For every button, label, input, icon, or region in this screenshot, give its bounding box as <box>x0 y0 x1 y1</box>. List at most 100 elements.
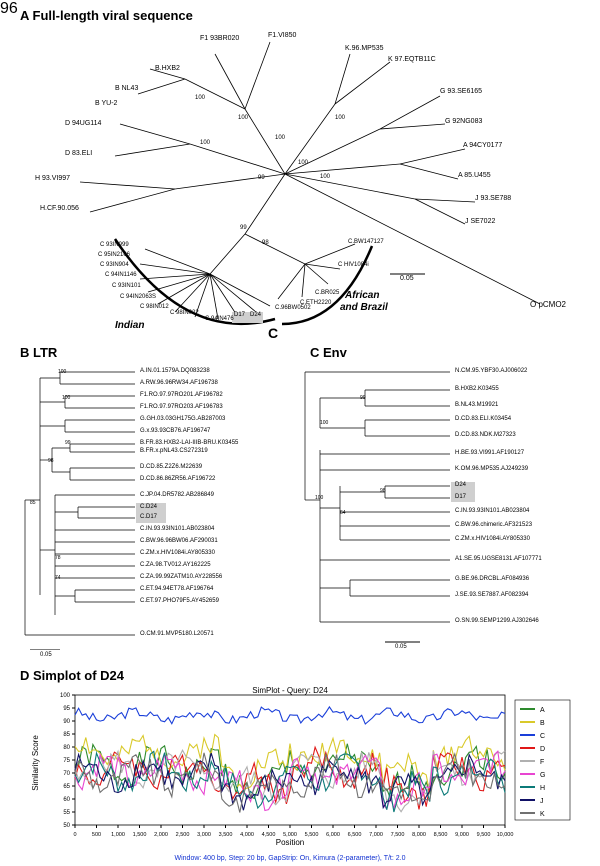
svg-text:6,500: 6,500 <box>348 832 362 838</box>
tip-label: B.HXB2 <box>155 65 180 72</box>
bootstrap: 78 <box>55 555 61 561</box>
bootstrap: 100 <box>195 95 205 101</box>
svg-text:9,000: 9,000 <box>455 832 469 838</box>
xlabel: Position <box>276 838 304 847</box>
bootstrap: 100 <box>58 369 66 375</box>
simplot: SimPlot - Query: D24 5055606570758085909… <box>20 685 580 865</box>
tip-label: C 98IN012 <box>140 304 169 310</box>
tip-label: A 94CY0177 <box>463 142 502 149</box>
panel-c-taxon: A1.SE.95.UGSE8131.AF107771 <box>455 556 542 562</box>
legend-label: B <box>540 720 545 727</box>
svg-text:3,000: 3,000 <box>197 832 211 838</box>
panel-c-taxon: B.NL43.M19921 <box>455 402 498 408</box>
big-c-label: C <box>268 325 278 341</box>
tip-label: B NL43 <box>115 85 138 92</box>
panel-d-title: D Simplot of D24 <box>20 668 124 683</box>
tip-label: D 83.ELI <box>65 150 92 157</box>
bootstrap: 100 <box>335 115 345 121</box>
svg-text:1,500: 1,500 <box>133 832 147 838</box>
panel-b-taxon: C.ZA.98.TV012.AY162225 <box>140 562 211 568</box>
scale-label: 0.05 <box>40 652 52 658</box>
legend-label: D <box>540 746 545 753</box>
tip-label: J SE7022 <box>465 218 495 225</box>
panel-c-taxon: C.BW.96.chimeric.AF321523 <box>455 522 532 528</box>
panel-c-taxon: K.OM.96.MP535.AJ249239 <box>455 466 528 472</box>
svg-text:65: 65 <box>63 784 70 790</box>
panel-b-taxon: F1.RO.97.97RO203.AF196783 <box>140 404 223 410</box>
panel-c-taxon: B.HXB2.K03455 <box>455 386 499 392</box>
svg-text:4,000: 4,000 <box>240 832 254 838</box>
legend-label: A <box>540 707 545 714</box>
tip-label: C.ETH2220 <box>300 300 331 306</box>
region-label-african: African <box>345 290 379 301</box>
bootstrap: 99 <box>258 175 265 181</box>
scale-label: 0.05 <box>395 644 407 650</box>
tip-label: C 93IN904 <box>100 262 129 268</box>
svg-text:2,500: 2,500 <box>176 832 190 838</box>
panel-b-taxon: D.CD.85.Z2Z6.M22639 <box>140 464 202 470</box>
panel-c-taxon: H.BE.93.VI991.AF190127 <box>455 450 524 456</box>
svg-text:85: 85 <box>63 732 70 738</box>
svg-text:10,000: 10,000 <box>497 832 514 838</box>
tip-label: O pCMO2 <box>530 300 566 309</box>
region-label-brazil: and Brazil <box>340 302 388 313</box>
legend-label: C <box>540 733 545 740</box>
panel-c-taxon: O.SN.99.SEMP1299.AJ302646 <box>455 618 539 624</box>
svg-text:7,500: 7,500 <box>391 832 405 838</box>
tip-label: D 94UG114 <box>65 120 101 127</box>
tip-label: D24 <box>250 312 261 318</box>
svg-text:100: 100 <box>60 693 71 699</box>
bootstrap: 100 <box>320 174 330 180</box>
panel-c-taxon: G.BE.96.DRCBL.AF084936 <box>455 576 529 582</box>
svg-text:60: 60 <box>63 797 70 803</box>
bootstrap: 98 <box>262 240 269 246</box>
svg-text:8,000: 8,000 <box>412 832 426 838</box>
svg-text:9,500: 9,500 <box>477 832 491 838</box>
tip-label: C.BW147127 <box>348 239 384 245</box>
panel-a-title: A Full-length viral sequence <box>20 8 193 23</box>
tip-label: K 97.EQTB11C <box>388 56 436 63</box>
legend-label: F <box>540 759 544 766</box>
svg-text:3,500: 3,500 <box>219 832 233 838</box>
panel-b-title: B LTR <box>20 345 57 360</box>
bootstrap: 99 <box>240 225 247 231</box>
svg-text:95: 95 <box>63 706 70 712</box>
panel-b-taxon: C.JP.04.DR5782.AB286849 <box>140 492 214 498</box>
panel-b-taxon: C.D24 <box>140 504 157 510</box>
legend-label: K <box>540 811 545 818</box>
svg-text:0: 0 <box>73 832 76 838</box>
tip-label: G 92NG083 <box>445 118 482 125</box>
tip-label: C 94IN1146 <box>105 272 137 278</box>
tip-label: J 93.SE788 <box>475 195 511 202</box>
panel-b-taxon: G.x.93.93CB76.AF196747 <box>140 428 210 434</box>
tip-label: C 98IN022 <box>170 310 199 316</box>
svg-text:2,000: 2,000 <box>154 832 168 838</box>
bootstrap: 64 <box>340 510 346 516</box>
panel-c-taxon: N.CM.95.YBF30.AJ006022 <box>455 368 527 374</box>
tip-label: C 94IN2063S <box>120 294 156 300</box>
panel-c-taxon: D.CD.83.NDK.M27323 <box>455 432 516 438</box>
tip-label: C 93IN999 <box>100 242 129 248</box>
panel-c-taxon: C.IN.93.93IN101.AB023804 <box>455 508 529 514</box>
svg-text:7,000: 7,000 <box>369 832 383 838</box>
panel-c-taxon: D24 <box>455 482 466 488</box>
bootstrap: 100 <box>238 115 248 121</box>
tip-label: C 94IN476 <box>205 316 234 322</box>
svg-text:55: 55 <box>63 810 70 816</box>
panel-b-taxon: C.ET.94.94ET78.AF196764 <box>140 586 213 592</box>
panel-b-taxon: A.RW.96.96RW34.AF196738 <box>140 380 218 386</box>
tip-label: C HIV1084i <box>338 262 369 268</box>
scale-label: 0.05 <box>400 275 414 282</box>
bootstrap: 85 <box>30 500 36 506</box>
tip-label: F1.VI850 <box>268 32 296 39</box>
legend-label: G <box>540 772 545 779</box>
svg-text:75: 75 <box>63 758 70 764</box>
panel-b-taxon: C.ZM.x.HIV1084i.AY805330 <box>140 550 215 556</box>
region-label-indian: Indian <box>115 320 144 331</box>
panel-a-tree <box>20 24 580 334</box>
legend-label: J <box>540 798 544 805</box>
panel-c-taxon: D.CD.83.ELI.K03454 <box>455 416 511 422</box>
panel-c-taxon: C.ZM.x.HIV1084i.AY805330 <box>455 536 530 542</box>
ylabel: Similarity Score <box>31 735 40 791</box>
svg-text:80: 80 <box>63 745 70 751</box>
